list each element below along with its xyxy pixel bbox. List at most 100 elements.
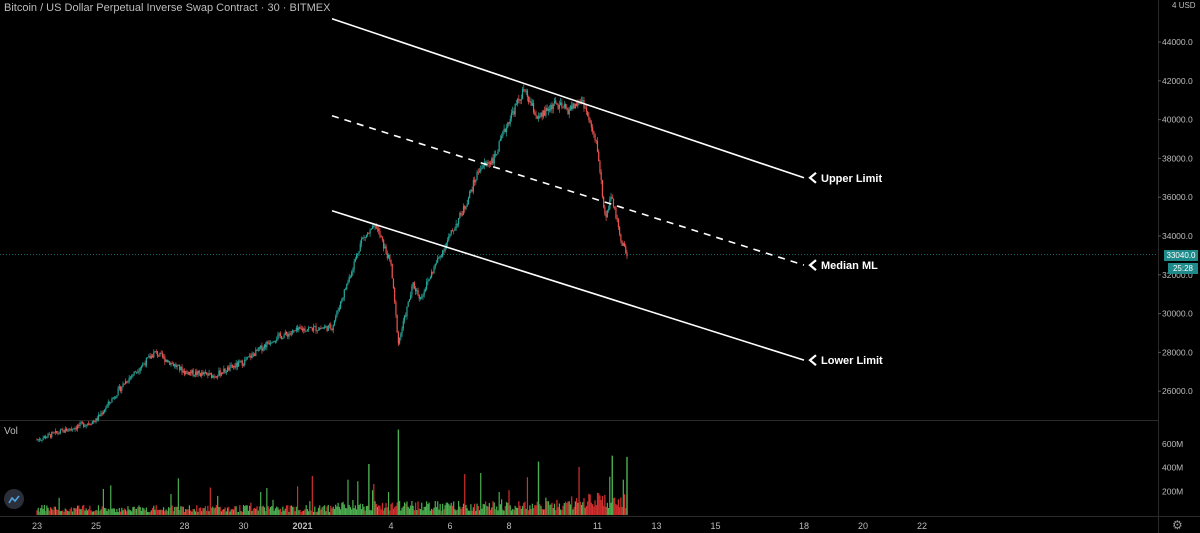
volume-bar xyxy=(486,505,488,515)
volume-bar xyxy=(557,507,559,515)
volume-bar xyxy=(132,507,134,515)
volume-bar xyxy=(169,507,171,515)
candle-body xyxy=(576,103,578,107)
candle-body xyxy=(620,234,622,241)
volume-bar xyxy=(139,507,141,515)
candle-body xyxy=(566,108,568,109)
volume-bar xyxy=(604,494,606,515)
volume-bar xyxy=(588,493,590,515)
candle-body xyxy=(181,366,183,373)
volume-bar xyxy=(406,501,408,515)
volume-bar xyxy=(309,501,311,515)
volume-bar xyxy=(236,511,238,515)
candle-body xyxy=(378,228,380,231)
volume-bar xyxy=(389,510,391,515)
volume-bar xyxy=(106,511,108,515)
volume-bar xyxy=(276,506,278,515)
volume-bar xyxy=(320,509,322,515)
volume-bar xyxy=(569,504,572,515)
settings-gear-icon[interactable]: ⚙ xyxy=(1172,518,1183,532)
volume-bar xyxy=(111,508,113,515)
candle-body xyxy=(273,341,275,343)
candle-body xyxy=(606,210,608,218)
candle-body xyxy=(236,362,238,367)
candle-body xyxy=(183,370,186,375)
candle-body xyxy=(112,397,114,399)
candle-body xyxy=(154,351,156,353)
candle-body xyxy=(351,272,353,277)
candle-body xyxy=(532,103,535,113)
candle-body xyxy=(626,252,628,257)
volume-bar xyxy=(454,509,456,515)
candle-body xyxy=(188,371,191,375)
volume-bar xyxy=(591,504,594,515)
volume-bar xyxy=(587,501,589,515)
volume-bar xyxy=(92,511,95,515)
candle-body xyxy=(510,112,513,119)
candle-body xyxy=(51,432,53,438)
volume-bar xyxy=(144,510,146,515)
volume-bar xyxy=(196,505,198,515)
candle-body xyxy=(289,333,291,335)
candle-body xyxy=(523,89,525,91)
volume-bar xyxy=(552,508,554,515)
candle-body xyxy=(475,179,477,183)
volume-bar xyxy=(384,507,386,515)
volume-bar xyxy=(303,510,305,515)
volume-bar xyxy=(79,508,81,515)
volume-bar xyxy=(268,508,270,515)
candle-body xyxy=(81,422,84,424)
volume-bar xyxy=(512,509,514,515)
volume-bar xyxy=(218,506,220,515)
volume-bar xyxy=(123,508,125,515)
volume-bar xyxy=(411,501,413,515)
candle-body xyxy=(199,373,202,377)
candle-body xyxy=(615,207,617,219)
volume-bar xyxy=(380,509,382,515)
candle-body xyxy=(278,333,280,335)
time-tick-label: 25 xyxy=(91,521,101,531)
candle-body xyxy=(611,196,613,199)
candle-body xyxy=(56,431,58,433)
volume-bar xyxy=(443,509,445,515)
channel-label: Upper Limit xyxy=(821,173,882,185)
candle-body xyxy=(481,167,483,170)
candle-body xyxy=(127,381,129,383)
candle-body xyxy=(569,105,572,110)
candle-body xyxy=(603,196,605,208)
volume-bar xyxy=(273,510,275,515)
candle-body xyxy=(219,370,221,376)
candle-body xyxy=(172,363,175,367)
volume-bar xyxy=(187,509,189,515)
tradingview-logo[interactable] xyxy=(4,489,24,509)
volume-bar xyxy=(469,510,471,515)
candle-body xyxy=(330,324,332,329)
candle-body xyxy=(241,360,243,366)
candle-body xyxy=(265,344,267,348)
candle-body xyxy=(91,421,93,425)
candles-group xyxy=(36,84,628,515)
volume-bar xyxy=(60,510,63,515)
volume-bar xyxy=(501,499,503,515)
volume-bar xyxy=(235,506,237,515)
volume-bar xyxy=(76,505,79,515)
candle-body xyxy=(228,367,230,371)
volume-bar xyxy=(59,511,61,515)
volume-bar xyxy=(300,511,302,515)
candle-body xyxy=(591,127,594,132)
volume-bar xyxy=(47,507,49,515)
candle-body xyxy=(448,236,450,241)
candle-body xyxy=(143,363,145,365)
volume-bar xyxy=(262,505,264,515)
candle-body xyxy=(41,439,43,441)
candle-body xyxy=(502,131,504,137)
volume-bar xyxy=(344,508,347,515)
volume-bar xyxy=(100,509,102,515)
volume-bar xyxy=(472,507,474,515)
candle-body xyxy=(106,405,108,409)
volume-bar xyxy=(418,508,420,515)
candle-body xyxy=(391,264,393,279)
volume-bar xyxy=(90,510,92,515)
candle-body xyxy=(381,237,383,240)
